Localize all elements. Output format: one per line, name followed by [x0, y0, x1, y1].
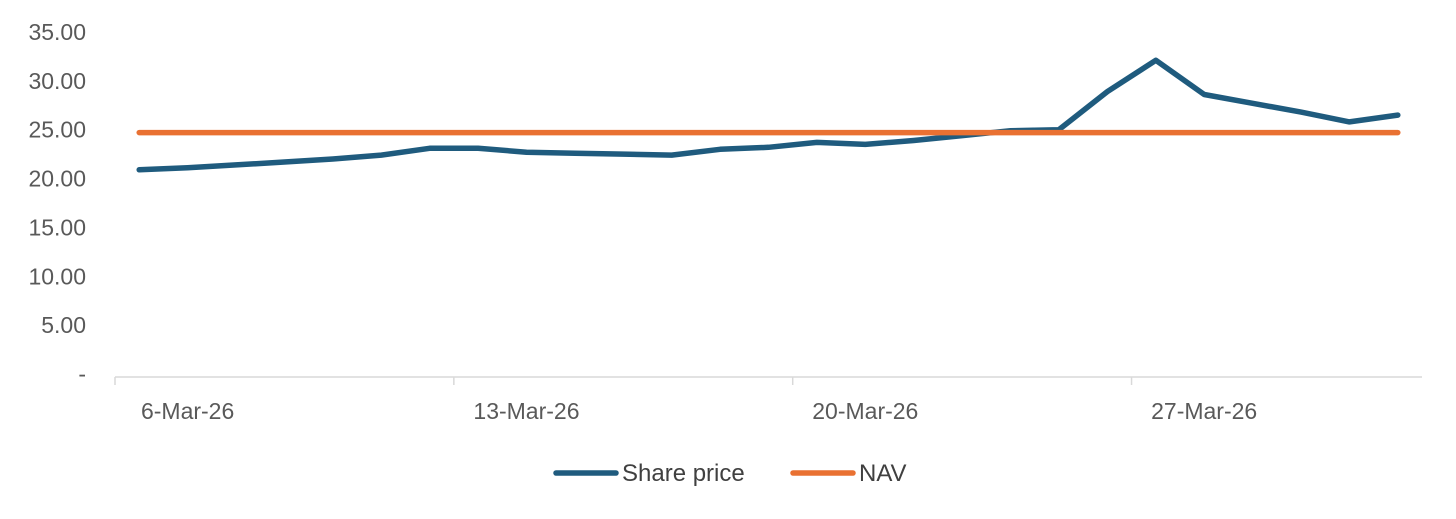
- y-tick-label: 10.00: [28, 263, 86, 289]
- y-tick-label: 5.00: [41, 312, 86, 338]
- series-line-share-price: [136, 57, 1401, 173]
- x-tick-label: 6-Mar-26: [141, 398, 234, 424]
- y-axis-tick-labels: - 5.00 10.00 15.00 20.00 25.00 30.00 35.00: [28, 19, 86, 387]
- y-tick-label: 20.00: [28, 166, 86, 192]
- legend-label: NAV: [859, 460, 907, 487]
- y-tick-label: 35.00: [28, 19, 86, 45]
- y-tick-label: -: [78, 361, 86, 387]
- x-tick-label: 13-Mar-26: [473, 398, 579, 424]
- x-tick-label: 20-Mar-26: [812, 398, 918, 424]
- series-lines: [136, 57, 1401, 173]
- legend-label: Share price: [622, 460, 745, 487]
- y-tick-label: 25.00: [28, 117, 86, 143]
- x-axis-tick-labels: 6-Mar-26 13-Mar-26 20-Mar-26 27-Mar-26: [141, 398, 1257, 424]
- x-tick-label: 27-Mar-26: [1151, 398, 1257, 424]
- y-tick-label: 15.00: [28, 214, 86, 240]
- x-axis-ticks: [114, 377, 1133, 385]
- y-tick-label: 30.00: [28, 68, 86, 94]
- legend: Share price NAV: [553, 460, 907, 487]
